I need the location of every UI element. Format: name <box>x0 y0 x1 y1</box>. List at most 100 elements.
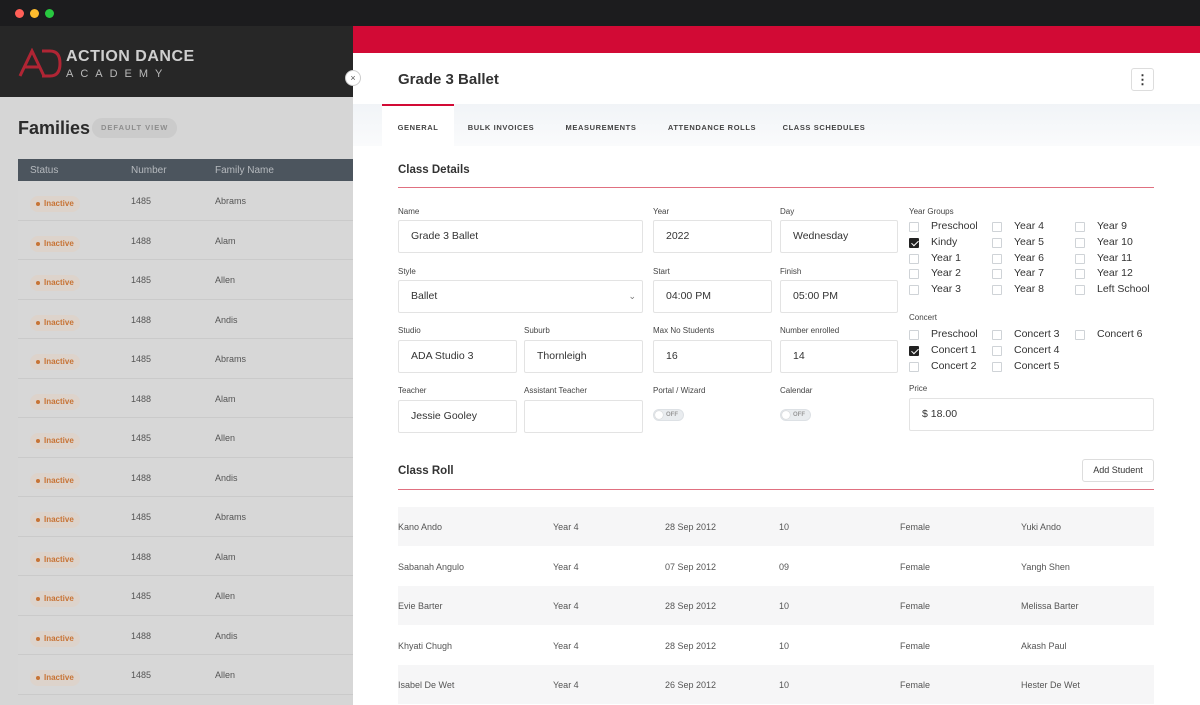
checkbox-label[interactable]: Year 4 <box>1014 220 1044 232</box>
tab-class-schedules[interactable]: CLASS SCHEDULES <box>782 123 866 132</box>
checkbox[interactable] <box>992 285 1002 296</box>
more-options-button[interactable]: ⋮ <box>1131 68 1154 91</box>
finish-time-input[interactable]: 05:00 PM <box>780 280 898 313</box>
checkbox[interactable] <box>992 330 1002 340</box>
table-row[interactable]: Kano Ando Year 4 28 Sep 2012 10 Female Yuki A… <box>398 507 1154 546</box>
checkbox[interactable] <box>1075 253 1085 264</box>
tab-general[interactable]: GENERAL <box>382 104 454 146</box>
checkbox[interactable] <box>1075 237 1085 248</box>
table-row[interactable]: Inactive 1485 Abrams <box>18 339 353 379</box>
families-table-header: Status Number Family Name <box>18 159 353 181</box>
calendar-toggle[interactable]: OFF <box>780 409 811 421</box>
checkbox[interactable] <box>992 253 1002 264</box>
family-name: Alam <box>215 551 236 562</box>
table-row[interactable]: Isabel De Wet Year 4 26 Sep 2012 10 Female He… <box>398 665 1154 704</box>
close-panel-button[interactable]: × <box>345 70 361 86</box>
checkbox-label[interactable]: Year 3 <box>931 283 961 296</box>
table-row[interactable]: Khyati Chugh Year 4 28 Sep 2012 10 Female Aka… <box>398 626 1154 665</box>
table-row[interactable]: Inactive 1488 Alam <box>18 220 353 260</box>
checkbox-label[interactable]: Year 9 <box>1097 220 1127 232</box>
status-badge: Inactive <box>30 591 80 607</box>
table-row[interactable]: Inactive 1485 Allen <box>18 655 353 695</box>
checkbox-label[interactable]: Kindy <box>931 235 958 248</box>
suburb-input[interactable]: Thornleigh <box>524 340 643 373</box>
column-header-number[interactable]: Number <box>131 165 167 176</box>
checkbox[interactable] <box>909 222 919 232</box>
number-enrolled-input[interactable]: 14 <box>780 340 898 373</box>
start-time-input[interactable]: 04:00 PM <box>653 280 772 313</box>
window-maximize-icon[interactable] <box>45 9 54 18</box>
checkbox-label[interactable]: Concert 5 <box>1014 359 1060 372</box>
tab-bulk-invoices[interactable]: BULK INVOICES <box>467 123 535 132</box>
checkbox[interactable] <box>992 361 1002 372</box>
checkbox-label[interactable]: Year 12 <box>1097 267 1133 280</box>
table-row[interactable]: Inactive 1485 Allen <box>18 260 353 300</box>
window-minimize-icon[interactable] <box>30 9 39 18</box>
portal-wizard-toggle[interactable]: OFF <box>653 409 684 421</box>
window-close-icon[interactable] <box>15 9 24 18</box>
day-input[interactable]: Wednesday <box>780 220 898 253</box>
checkbox[interactable] <box>909 330 919 340</box>
checkbox[interactable] <box>1075 269 1085 280</box>
checkbox-label[interactable]: Concert 4 <box>1014 343 1060 356</box>
checkbox-label[interactable]: Year 10 <box>1097 235 1133 248</box>
name-input[interactable]: Grade 3 Ballet <box>398 220 643 253</box>
checkbox-label[interactable]: Year 2 <box>931 267 961 280</box>
view-selector[interactable]: DEFAULT VIEW <box>92 118 178 138</box>
add-student-button[interactable]: Add Student <box>1082 459 1154 482</box>
checkbox[interactable] <box>909 269 919 280</box>
table-row[interactable]: Sabanah Angulo Year 4 07 Sep 2012 09 Female Y… <box>398 547 1154 586</box>
checkbox-label[interactable]: Preschool <box>931 220 978 232</box>
checkbox[interactable] <box>909 237 919 248</box>
checkbox-label[interactable]: Concert 2 <box>931 359 977 372</box>
checkbox[interactable] <box>909 253 919 264</box>
style-select[interactable]: Ballet ⌄ <box>398 280 643 313</box>
start-label: Start <box>653 267 670 276</box>
checkbox[interactable] <box>1075 285 1085 296</box>
price-input[interactable]: $ 18.00 <box>909 398 1154 431</box>
checkbox-label[interactable]: Concert 1 <box>931 343 977 356</box>
checkbox-label[interactable]: Concert 3 <box>1014 328 1060 340</box>
table-row[interactable]: Inactive 1488 Andis <box>18 615 353 655</box>
assistant-teacher-input[interactable] <box>524 400 643 433</box>
checkbox[interactable] <box>992 345 1002 356</box>
table-row[interactable]: Inactive 1485 Allen <box>18 418 353 458</box>
checkbox-label[interactable]: Year 7 <box>1014 267 1044 280</box>
checkbox-label[interactable]: Concert 6 <box>1097 328 1143 340</box>
table-row[interactable]: Inactive 1488 Andis <box>18 299 353 339</box>
year-input[interactable]: 2022 <box>653 220 772 253</box>
checkbox[interactable] <box>992 269 1002 280</box>
column-header-family-name[interactable]: Family Name <box>215 165 274 176</box>
teacher-input[interactable]: Jessie Gooley <box>398 400 517 433</box>
checkbox[interactable] <box>909 345 919 356</box>
student-dob: 07 Sep 2012 <box>665 561 717 572</box>
column-header-status[interactable]: Status <box>30 165 59 176</box>
table-row[interactable]: Inactive 1485 Abrams <box>18 497 353 537</box>
checkbox-label[interactable]: Year 5 <box>1014 235 1044 248</box>
status-badge: Inactive <box>30 235 80 252</box>
modal-backdrop[interactable] <box>0 26 353 705</box>
studio-input[interactable]: ADA Studio 3 <box>398 340 517 373</box>
checkbox[interactable] <box>992 237 1002 248</box>
checkbox[interactable] <box>1075 330 1085 340</box>
tab-measurements[interactable]: MEASUREMENTS <box>565 123 637 132</box>
checkbox-label[interactable]: Preschool <box>931 328 978 340</box>
tab-attendance-rolls[interactable]: ATTENDANCE ROLLS <box>667 123 757 132</box>
max-students-input[interactable]: 16 <box>653 340 772 373</box>
checkbox-label[interactable]: Year 8 <box>1014 283 1044 296</box>
table-row[interactable]: Inactive 1488 Alam <box>18 536 353 576</box>
checkbox[interactable] <box>992 222 1002 232</box>
checkbox-label[interactable]: Year 6 <box>1014 251 1044 264</box>
checkbox[interactable] <box>1075 222 1085 232</box>
table-row[interactable]: Inactive 1485 Abrams <box>18 181 353 221</box>
checkbox-label[interactable]: Year 1 <box>931 251 961 264</box>
checkbox-label[interactable]: Left School <box>1097 283 1150 296</box>
table-row[interactable]: Inactive 1488 Alam <box>18 378 353 418</box>
checkbox[interactable] <box>909 285 919 296</box>
checkbox-label[interactable]: Year 11 <box>1097 251 1133 264</box>
families-page: ACTION DANCE ACADEMY Families DEFAULT VI… <box>0 26 353 705</box>
table-row[interactable]: Inactive 1485 Allen <box>18 576 353 616</box>
table-row[interactable]: Evie Barter Year 4 28 Sep 2012 10 Female Meli… <box>398 586 1154 625</box>
table-row[interactable]: Inactive 1488 Andis <box>18 457 353 497</box>
checkbox[interactable] <box>909 361 919 372</box>
